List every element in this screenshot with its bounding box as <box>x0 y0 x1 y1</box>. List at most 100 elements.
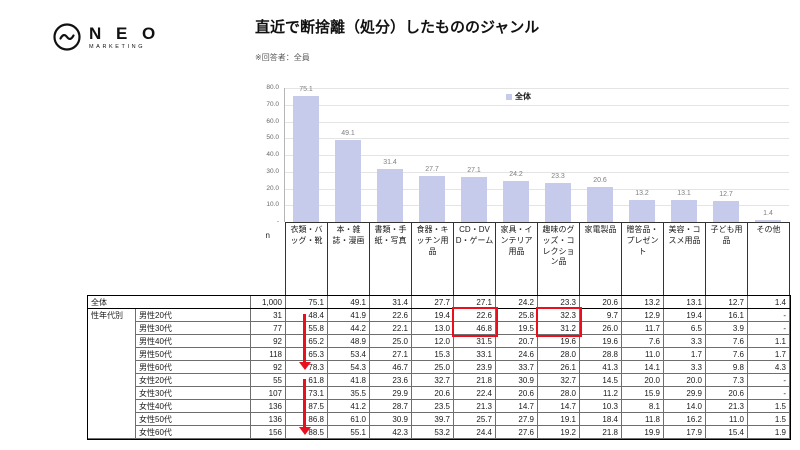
row-n-value: 77 <box>250 321 286 335</box>
data-cell: 32.3 <box>537 308 580 322</box>
data-cell: 55.1 <box>327 425 370 439</box>
row-label: 女性50代 <box>135 412 251 426</box>
data-cell: 48.9 <box>327 334 370 348</box>
data-cell: 9.7 <box>579 308 622 322</box>
data-cell: 53.4 <box>327 347 370 361</box>
data-cell: 16.2 <box>663 412 706 426</box>
data-cell: - <box>747 386 790 400</box>
data-cell: 29.9 <box>369 386 412 400</box>
bar <box>503 181 529 222</box>
table-row: 男性60代 92 78.3 54.3 46.7 25.0 23.9 33.7 26.1 41.3 1… <box>88 360 790 374</box>
table-row: 女性50代 136 86.8 61.0 30.9 39.7 25.7 27.9 19.1 18.4… <box>88 412 790 426</box>
data-cell: 1.1 <box>747 334 790 348</box>
data-cell: 12.7 <box>705 295 748 309</box>
data-cell: 23.5 <box>411 399 454 413</box>
data-cell: 27.9 <box>495 412 538 426</box>
y-axis-line <box>284 88 285 222</box>
data-cell: 27.7 <box>411 295 454 309</box>
bar-value-label: 24.2 <box>509 171 523 179</box>
row-group-label: 性年代別 <box>87 308 136 439</box>
data-cell: - <box>747 321 790 335</box>
data-cell: 3.3 <box>663 360 706 374</box>
bar <box>293 96 319 222</box>
data-cell: 41.9 <box>327 308 370 322</box>
bar-value-label: 12.7 <box>719 190 733 198</box>
bar <box>713 200 739 222</box>
data-cell: 44.2 <box>327 321 370 335</box>
data-cell: 32.7 <box>411 373 454 387</box>
data-cell: 10.3 <box>579 399 622 413</box>
bar-value-label: 13.2 <box>635 189 649 197</box>
data-cell: 20.0 <box>621 373 664 387</box>
table-row: 男性40代 92 65.2 48.9 25.0 12.0 31.5 20.7 19.6 19.6 7… <box>88 334 790 348</box>
data-cell: 32.7 <box>537 373 580 387</box>
data-cell: 29.9 <box>663 386 706 400</box>
y-axis-tick-label: 40.0 <box>266 151 279 158</box>
data-cell: 27.6 <box>495 425 538 439</box>
logo-text-block: N E O MARKETING <box>89 25 160 50</box>
bar-value-label: 23.3 <box>551 172 565 180</box>
data-cell: 31.2 <box>537 321 580 335</box>
data-cell: 61.8 <box>285 373 328 387</box>
n-column-header: n <box>250 222 286 296</box>
data-cell: 18.4 <box>579 412 622 426</box>
row-label: 女性20代 <box>135 373 251 387</box>
data-cell: 15.3 <box>411 347 454 361</box>
data-cell: 19.2 <box>537 425 580 439</box>
column-header: 趣味のグッズ・コレクション品 <box>537 222 580 296</box>
bar <box>377 169 403 222</box>
table-row: 女性40代 136 87.5 41.2 28.7 23.5 21.3 14.7 14.7 10.3… <box>88 399 790 413</box>
data-cell: 12.0 <box>411 334 454 348</box>
table-row: 男性50代 118 65.3 53.4 27.1 15.3 33.1 24.6 28.0 28.8… <box>88 347 790 361</box>
data-cell: 14.5 <box>579 373 622 387</box>
data-cell: 21.8 <box>453 373 496 387</box>
data-cell: 19.9 <box>621 425 664 439</box>
row-n-value: 156 <box>250 425 286 439</box>
data-cell: 19.4 <box>411 308 454 322</box>
data-cell: 30.9 <box>495 373 538 387</box>
data-cell: 14.1 <box>621 360 664 374</box>
column-header: CD・DVD・ゲーム <box>453 222 496 296</box>
bar <box>461 176 487 222</box>
bar <box>587 187 613 222</box>
table-row: 女性60代 156 88.5 55.1 42.3 53.2 24.4 27.6 19.2 21.8… <box>88 425 790 439</box>
respondents-note: ※回答者：全員 <box>255 53 310 62</box>
data-cell: 1.5 <box>747 412 790 426</box>
bar-value-label: 75.1 <box>299 86 313 94</box>
bar-value-label: 49.1 <box>341 129 355 137</box>
legend-label: 全体 <box>515 92 531 101</box>
data-cell: 1.7 <box>747 347 790 361</box>
row-label: 男性20代 <box>135 308 251 322</box>
y-axis-tick-label: 20.0 <box>266 184 279 192</box>
data-cell: 73.1 <box>285 386 328 400</box>
page-title: 直近で断捨離（処分）したもののジャンル <box>255 19 540 36</box>
y-axis-tick-label: 10.0 <box>266 201 279 209</box>
row-label: 女性40代 <box>135 399 251 413</box>
data-cell: 20.6 <box>495 386 538 400</box>
y-axis-tick-label: 50.0 <box>266 134 279 142</box>
data-cell: 1.7 <box>663 347 706 361</box>
row-n-value: 118 <box>250 347 286 361</box>
data-cell: 3.3 <box>663 334 706 348</box>
y-gridline <box>285 104 789 106</box>
bar-value-label: 13.1 <box>677 190 691 198</box>
column-header: 美容・コスメ用品 <box>663 222 706 296</box>
bar <box>545 182 571 222</box>
data-cell: 49.1 <box>327 295 370 309</box>
bar <box>671 200 697 222</box>
table-row: 男性30代 77 55.8 44.2 22.1 13.0 46.8 19.5 31.2 26.0 1… <box>88 321 790 335</box>
data-cell: 25.0 <box>411 360 454 374</box>
logo-subtitle: MARKETING <box>89 43 146 50</box>
data-cell: 20.7 <box>495 334 538 348</box>
data-cell: - <box>747 373 790 387</box>
row-n-value: 1,000 <box>250 295 286 309</box>
neo-marketing-logo: N E O MARKETING <box>52 22 160 52</box>
data-cell: 1.5 <box>747 399 790 413</box>
data-cell: 16.1 <box>705 308 748 322</box>
data-cell: 6.5 <box>663 321 706 335</box>
data-cell: 86.8 <box>285 412 328 426</box>
data-cell: 61.0 <box>327 412 370 426</box>
column-header: 家電製品 <box>579 222 622 296</box>
y-axis-tick-label: 30.0 <box>266 167 279 175</box>
result-table: n 衣類・バッグ・靴 本・雑誌・漫画 書類・手紙・写真 食器・キッチン用品 CD・DVD・… <box>87 222 790 439</box>
